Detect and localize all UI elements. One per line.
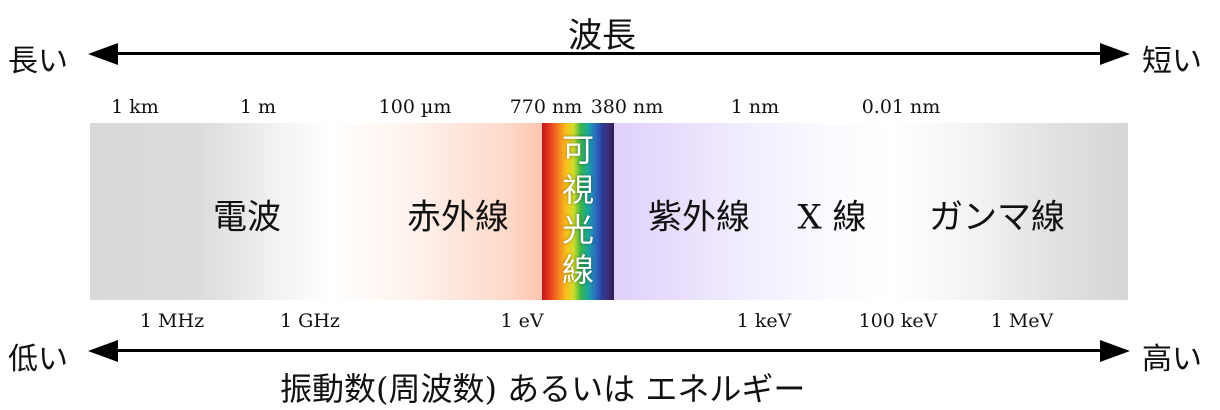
wavelength-tick-label: 1 km bbox=[111, 96, 159, 118]
wavelength-tick-label: 770 nm bbox=[509, 96, 583, 118]
right-arrowhead-top bbox=[1100, 43, 1130, 65]
radio-wave-label: 電波 bbox=[213, 197, 281, 238]
visible-light-label: 可 視 光 線 bbox=[558, 130, 598, 290]
ultraviolet-label: 紫外線 bbox=[648, 197, 750, 238]
right-arrowhead-bottom bbox=[1100, 340, 1130, 362]
wavelength-title: 波長 bbox=[568, 16, 636, 56]
visible-char: 線 bbox=[561, 251, 594, 289]
wavelength-tick-label: 100 µm bbox=[378, 96, 452, 118]
energy-tick-label: 1 MeV bbox=[990, 310, 1054, 332]
energy-tick-label: 1 keV bbox=[736, 310, 792, 332]
short-label: 短い bbox=[1142, 44, 1202, 79]
xray-label: X 線 bbox=[797, 197, 867, 238]
wavelength-tick-label: 1 nm bbox=[730, 96, 780, 118]
visible-light-band bbox=[542, 123, 614, 300]
gamma-ray-label: ガンマ線 bbox=[929, 197, 1065, 238]
energy-tick-label: 100 keV bbox=[858, 310, 938, 332]
visible-char: 視 bbox=[561, 171, 594, 209]
frequency-energy-title: 振動数(周波数) あるいは エネルギー bbox=[280, 370, 806, 408]
long-label: 長い bbox=[8, 44, 68, 79]
wavelength-tick-label: 1 m bbox=[239, 96, 277, 118]
visible-char: 光 bbox=[561, 211, 594, 249]
visible-char: 可 bbox=[561, 131, 594, 169]
left-arrowhead-bottom bbox=[88, 340, 118, 362]
frequency-tick-label: 1 GHz bbox=[280, 310, 340, 332]
frequency-arrow-line bbox=[116, 349, 1102, 352]
wavelength-tick-label: 380 nm bbox=[590, 96, 664, 118]
left-arrowhead-top bbox=[88, 43, 118, 65]
wavelength-tick-label: 0.01 nm bbox=[861, 96, 941, 118]
infrared-label: 赤外線 bbox=[407, 197, 509, 238]
frequency-tick-label: 1 MHz bbox=[139, 310, 205, 332]
low-label: 低い bbox=[8, 342, 68, 377]
high-label: 高い bbox=[1142, 342, 1202, 377]
energy-tick-label: 1 eV bbox=[500, 310, 544, 332]
wavelength-arrow-line bbox=[116, 52, 1102, 55]
